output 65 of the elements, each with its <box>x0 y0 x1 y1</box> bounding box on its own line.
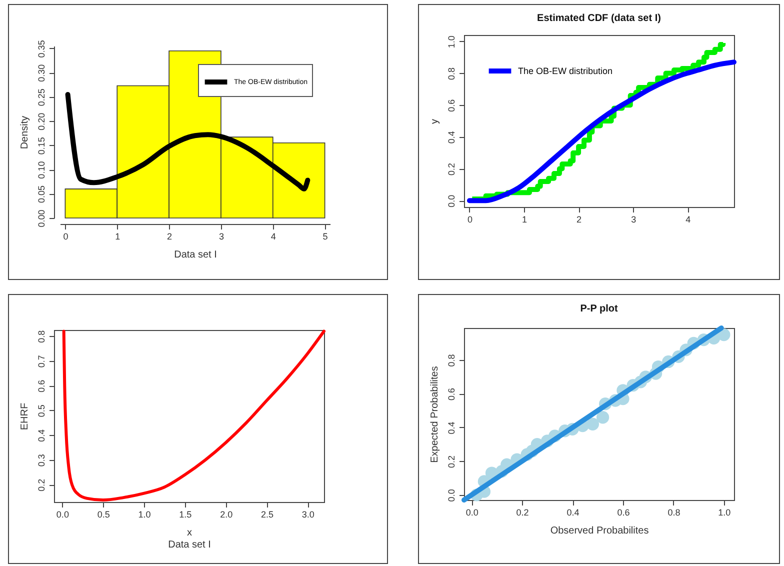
x-tick-label: 0.2 <box>516 508 529 518</box>
y-tick-label: 0.3 <box>36 454 46 467</box>
y-tick-label: 0.25 <box>36 88 46 106</box>
y-tick-label: 0.5 <box>36 404 46 418</box>
y-tick-label: 0.8 <box>446 67 456 80</box>
x-tick-label: 0.5 <box>97 510 110 520</box>
x-axis-title: x <box>187 528 192 538</box>
y-tick-label: 0.10 <box>36 161 46 179</box>
x-tick-label: 4 <box>270 232 276 242</box>
y-tick-label: 0.35 <box>36 40 46 58</box>
point <box>718 328 730 342</box>
y-tick-label: 0.05 <box>36 186 46 204</box>
y-tick-label: 0.30 <box>36 64 46 82</box>
x-tick-label: 0.6 <box>617 508 630 518</box>
y-tick-label: 0.2 <box>446 163 456 176</box>
y-tick-label: 0.6 <box>446 99 456 112</box>
x-tick-label: 0 <box>467 214 472 224</box>
y-tick-label: 0.15 <box>36 137 46 155</box>
chart-title: P-P plot <box>580 304 618 314</box>
point <box>596 411 610 424</box>
x-tick-label: 1 <box>522 214 528 224</box>
text: Data set I <box>168 540 211 550</box>
x-tick-label: 0.0 <box>56 510 69 520</box>
x-tick-label: 1.5 <box>179 510 192 520</box>
x-tick-label: 3 <box>631 214 636 224</box>
y-tick-label: 0.8 <box>446 354 456 367</box>
x-tick-label: 3.0 <box>302 510 314 520</box>
y-tick-label: 0.00 <box>36 210 46 228</box>
y-tick-label: 0.4 <box>36 429 46 442</box>
y-axis-title: y <box>430 119 440 124</box>
y-axis-title: EHRF <box>20 402 30 430</box>
y-tick-label: 0.7 <box>36 355 46 368</box>
x-tick-label: 3 <box>218 232 224 242</box>
y-tick-label: 0.6 <box>36 380 46 392</box>
y-axis-title: Density <box>20 116 30 150</box>
y-tick-label: 0.4 <box>446 422 456 434</box>
y-tick-label: 0.6 <box>446 388 456 401</box>
x-tick-label: 5 <box>322 232 328 242</box>
y-tick-label: 0.0 <box>446 194 456 208</box>
x-axis-title: Data set I <box>174 250 217 260</box>
x-tick-label: 4 <box>686 214 691 224</box>
y-tick-label: 0.4 <box>446 131 456 144</box>
y-tick-label: 0.20 <box>36 112 46 130</box>
x-tick-label: 0.0 <box>466 508 478 518</box>
x-tick-label: 1.0 <box>718 508 731 518</box>
x-tick-label: 1 <box>115 232 120 242</box>
point <box>586 418 600 430</box>
y-tick-label: 0.2 <box>36 478 46 492</box>
x-tick-label: 2.0 <box>220 510 233 520</box>
chart-title: Estimated CDF (data set I) <box>537 13 661 24</box>
line-series <box>62 330 326 502</box>
legend-label: The OB-EW distribution <box>518 66 613 76</box>
y-tick-label: 0.8 <box>36 330 46 343</box>
y-tick-label: 0.0 <box>446 489 456 502</box>
y-tick-label: 1.0 <box>446 36 456 48</box>
x-tick-label: 0.8 <box>668 508 680 518</box>
y-axis-title: Expected Probabilites <box>430 366 440 463</box>
y-tick-label: 0.2 <box>446 455 456 468</box>
x-tick-label: 2 <box>576 214 582 224</box>
x-tick-label: 1.0 <box>138 510 151 520</box>
x-tick-label: 0 <box>63 232 68 242</box>
x-tick-label: 0.4 <box>566 508 580 518</box>
x-axis-title: Observed Probabilites <box>550 526 649 536</box>
x-tick-label: 2.5 <box>260 510 274 520</box>
x-tick-label: 2 <box>167 232 172 242</box>
